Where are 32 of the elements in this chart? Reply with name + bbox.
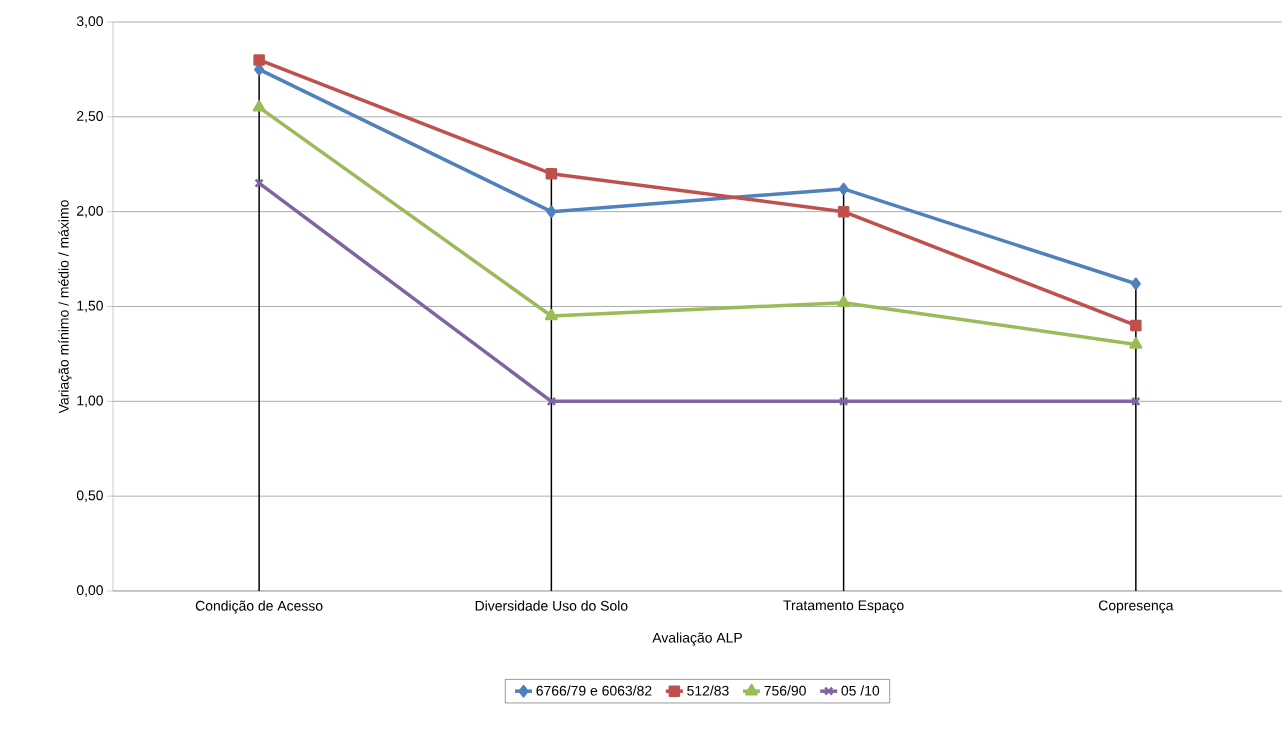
legend-label: 05 /10 <box>841 685 880 696</box>
legend-label: 512/83 <box>687 685 729 696</box>
point <box>838 396 849 407</box>
y-tick-label: 2,50 <box>77 111 103 123</box>
point <box>544 308 558 321</box>
y-tick-label: 0,00 <box>76 585 103 597</box>
legend-label: 756/90 <box>764 685 806 696</box>
x-tick-label: Tratamento Espaço <box>783 600 904 614</box>
point <box>252 100 266 112</box>
point <box>254 178 264 188</box>
point <box>838 182 849 196</box>
y-axis-title: Variação mínimo / médio / máximo <box>58 200 72 414</box>
y-tick-label: 3,00 <box>76 16 103 28</box>
point <box>1131 396 1141 407</box>
point <box>837 205 850 218</box>
point <box>545 167 558 180</box>
y-tick-label: 1,50 <box>77 300 103 313</box>
x-tick-label: Diversidade Uso do Solo <box>475 600 628 611</box>
point <box>1129 337 1143 349</box>
x-tick-label: Copresença <box>1098 600 1174 614</box>
point <box>253 54 265 66</box>
point <box>837 295 851 307</box>
point <box>546 396 557 407</box>
point <box>1130 319 1142 332</box>
point <box>546 205 557 218</box>
x-tick-label: Condição de Acesso <box>195 600 323 614</box>
y-tick-label: 2,00 <box>77 205 103 218</box>
y-tick-label: 0,50 <box>76 490 103 502</box>
point <box>1130 277 1141 290</box>
legend-label: 6766/79 e 6063/82 <box>536 685 652 696</box>
y-tick-label: 1,00 <box>77 395 103 408</box>
x-axis-title: Avaliação ALP <box>652 632 742 646</box>
